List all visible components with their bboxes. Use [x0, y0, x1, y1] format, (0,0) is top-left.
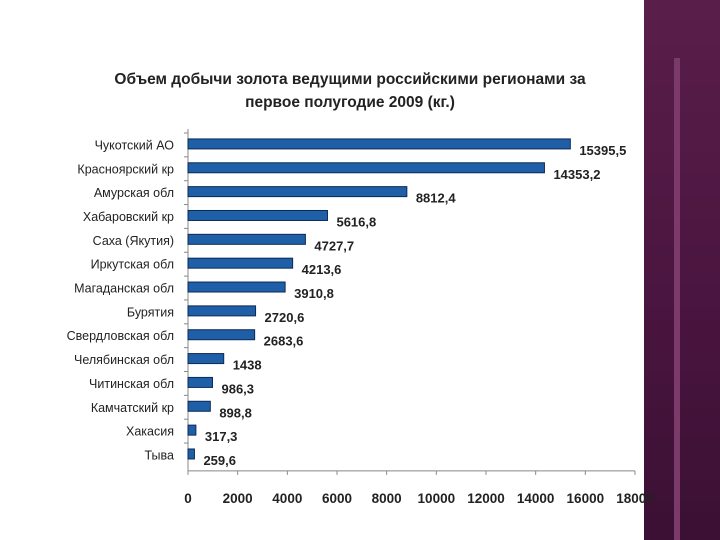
category-label: Хакасия: [126, 425, 174, 439]
value-label: 4213,6: [302, 262, 342, 277]
value-label: 2683,6: [264, 334, 304, 349]
category-label: Саха (Якутия): [93, 234, 174, 248]
side-decor-band: [644, 0, 720, 540]
value-label: 5616,8: [336, 214, 376, 229]
bar: [187, 329, 256, 341]
value-label: 14353,2: [553, 167, 600, 182]
bar: [187, 305, 257, 317]
category-label: Тыва: [144, 448, 174, 462]
category-label: Читинская обл: [89, 377, 174, 391]
category-label: Магаданская обл: [74, 282, 174, 296]
side-decor-strip: [674, 58, 680, 540]
value-label: 1438: [233, 358, 262, 373]
category-label: Хабаровский кр: [83, 210, 174, 224]
x-tick-label: 2000: [223, 491, 253, 506]
x-tick-label: 16000: [567, 491, 605, 506]
bar: [187, 281, 286, 293]
bar: [187, 162, 545, 174]
x-tick-label: 0: [184, 491, 192, 506]
bar: [187, 138, 571, 150]
chart-title-line-1: Объем добычи золота ведущими российскими…: [114, 71, 586, 88]
slide-panel: [0, 0, 676, 540]
category-label: Иркутская обл: [91, 258, 174, 272]
chart-title-line-2: первое полугодие 2009 (кг.): [245, 94, 455, 111]
value-label: 3910,8: [294, 286, 334, 301]
value-label: 317,3: [205, 429, 238, 444]
category-label: Чукотский АО: [95, 138, 175, 152]
category-label: Свердловская обл: [67, 329, 174, 343]
bar: [187, 257, 294, 269]
value-label: 2720,6: [265, 310, 305, 325]
value-label: 259,6: [203, 453, 236, 468]
x-tick-label: 4000: [272, 491, 302, 506]
value-label: 4727,7: [314, 238, 354, 253]
value-label: 8812,4: [416, 191, 457, 206]
category-label: Камчатский кр: [91, 401, 174, 415]
value-label: 898,8: [219, 405, 252, 420]
bar: [187, 186, 408, 198]
x-tick-label: 6000: [322, 491, 352, 506]
x-tick-label: 12000: [467, 491, 505, 506]
x-tick-label: 10000: [418, 491, 456, 506]
bar: [187, 448, 195, 460]
x-tick-label: 14000: [517, 491, 555, 506]
chart-title: Объем добычи золота ведущими российскими…: [60, 68, 640, 114]
category-label: Челябинская обл: [74, 353, 174, 367]
category-label: Красноярский кр: [77, 162, 174, 176]
value-label: 15395,5: [579, 143, 626, 158]
bar: [187, 233, 306, 245]
x-tick-label: 18000: [616, 491, 654, 506]
value-label: 986,3: [221, 381, 254, 396]
bar: [187, 209, 328, 221]
category-label: Бурятия: [127, 305, 174, 319]
x-tick-label: 8000: [372, 491, 402, 506]
bar: [187, 376, 213, 388]
bar: [187, 400, 211, 412]
bar: [187, 353, 225, 365]
bar: [187, 424, 197, 436]
category-label: Амурская обл: [94, 186, 174, 200]
